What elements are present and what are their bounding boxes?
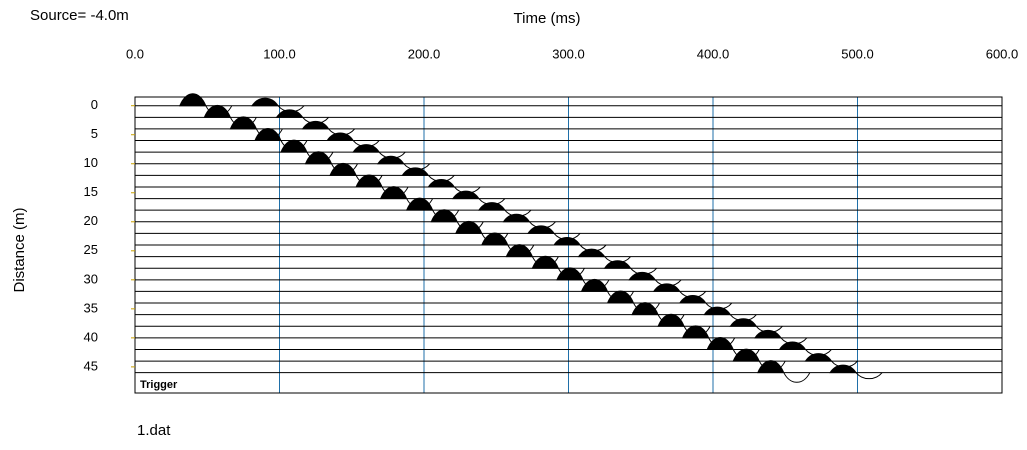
x-tick-label: 100.0 bbox=[263, 46, 296, 61]
y-tick-label: 15 bbox=[84, 184, 98, 199]
wavelet-peak bbox=[203, 104, 232, 118]
wavelet-peak bbox=[301, 120, 330, 130]
y-tick-label: 45 bbox=[84, 358, 98, 373]
wavelet-peak bbox=[657, 313, 685, 327]
x-tick-label: 600.0 bbox=[986, 46, 1019, 61]
wavelet-peak bbox=[829, 364, 857, 374]
y-tick-label: 20 bbox=[84, 213, 98, 228]
trigger-label: Trigger bbox=[140, 379, 178, 391]
plot-frame bbox=[134, 96, 1003, 394]
y-tick-label: 0 bbox=[91, 97, 98, 112]
wavelet-peak bbox=[229, 116, 258, 130]
y-tick-label: 30 bbox=[84, 271, 98, 286]
wavelet-peak bbox=[577, 248, 606, 258]
wavelet-peak bbox=[628, 271, 657, 281]
x-tick-label: 300.0 bbox=[552, 46, 585, 61]
wavelet-peak bbox=[553, 237, 581, 246]
wavelet-peak bbox=[631, 302, 659, 316]
wavelet-trough bbox=[783, 372, 811, 383]
wavelet-peak bbox=[652, 283, 681, 292]
plot-area bbox=[135, 93, 1002, 393]
wavelet-peak bbox=[706, 336, 734, 350]
wavelet-peak bbox=[531, 255, 560, 269]
wavelet-peak bbox=[778, 341, 807, 350]
wavelet-peak bbox=[352, 144, 381, 153]
wavelet-peak bbox=[505, 244, 534, 258]
wavelet-peak bbox=[757, 360, 785, 374]
wavelet-peak bbox=[606, 290, 635, 304]
chart-title: Source= -4.0m bbox=[30, 7, 129, 24]
wavelet-peak bbox=[804, 353, 833, 362]
wavelet-peak bbox=[430, 209, 458, 223]
wavelet-peak bbox=[603, 260, 632, 269]
wavelet-peak bbox=[703, 306, 732, 316]
wavelet-peak bbox=[729, 318, 758, 327]
wavelet-peak bbox=[477, 202, 506, 211]
wavelet-peak bbox=[329, 162, 357, 176]
wavelet-peak bbox=[251, 97, 279, 107]
wavelet-peak bbox=[280, 139, 308, 153]
wavelet-peak bbox=[376, 155, 405, 165]
wavelet-peak bbox=[451, 190, 480, 200]
wavelet-peak bbox=[455, 220, 483, 234]
wavelet-peak bbox=[481, 232, 509, 246]
x-tick-label: 200.0 bbox=[408, 46, 441, 61]
wavelet-peak bbox=[502, 213, 531, 223]
wavelet-peak bbox=[427, 178, 456, 188]
x-tick-label: 400.0 bbox=[697, 46, 730, 61]
y-tick-label: 40 bbox=[84, 329, 98, 344]
wavelet-peak bbox=[275, 109, 304, 118]
wavelet-peak bbox=[580, 278, 609, 292]
y-tick-label: 10 bbox=[84, 155, 98, 170]
y-tick-label: 25 bbox=[84, 242, 98, 257]
wavelet-peak bbox=[556, 267, 584, 281]
wavelet-peak bbox=[379, 186, 408, 200]
wavelet-peak bbox=[405, 197, 434, 211]
x-tick-label: 500.0 bbox=[841, 46, 874, 61]
wavelet-peak bbox=[326, 132, 355, 142]
wavelet-peak bbox=[355, 174, 383, 188]
wavelet-trough bbox=[855, 372, 883, 380]
wavelet-peak bbox=[254, 128, 282, 142]
footer: 1.dat bbox=[137, 422, 171, 439]
x-axis-label: Time (ms) bbox=[514, 10, 581, 27]
wavelet-peak bbox=[753, 329, 782, 339]
y-tick-label: 35 bbox=[84, 300, 98, 315]
x-tick-label: 0.0 bbox=[126, 46, 144, 61]
y-axis-label: Distance (m) bbox=[11, 207, 28, 292]
wavelet-peak bbox=[678, 295, 707, 304]
wavelet-peak bbox=[732, 348, 760, 362]
wavelet-peak bbox=[681, 325, 710, 339]
wavelet-peak bbox=[304, 151, 333, 165]
y-tick-label: 5 bbox=[91, 126, 98, 141]
wavelet-peak bbox=[401, 167, 430, 176]
wavelet-peak bbox=[527, 225, 555, 234]
